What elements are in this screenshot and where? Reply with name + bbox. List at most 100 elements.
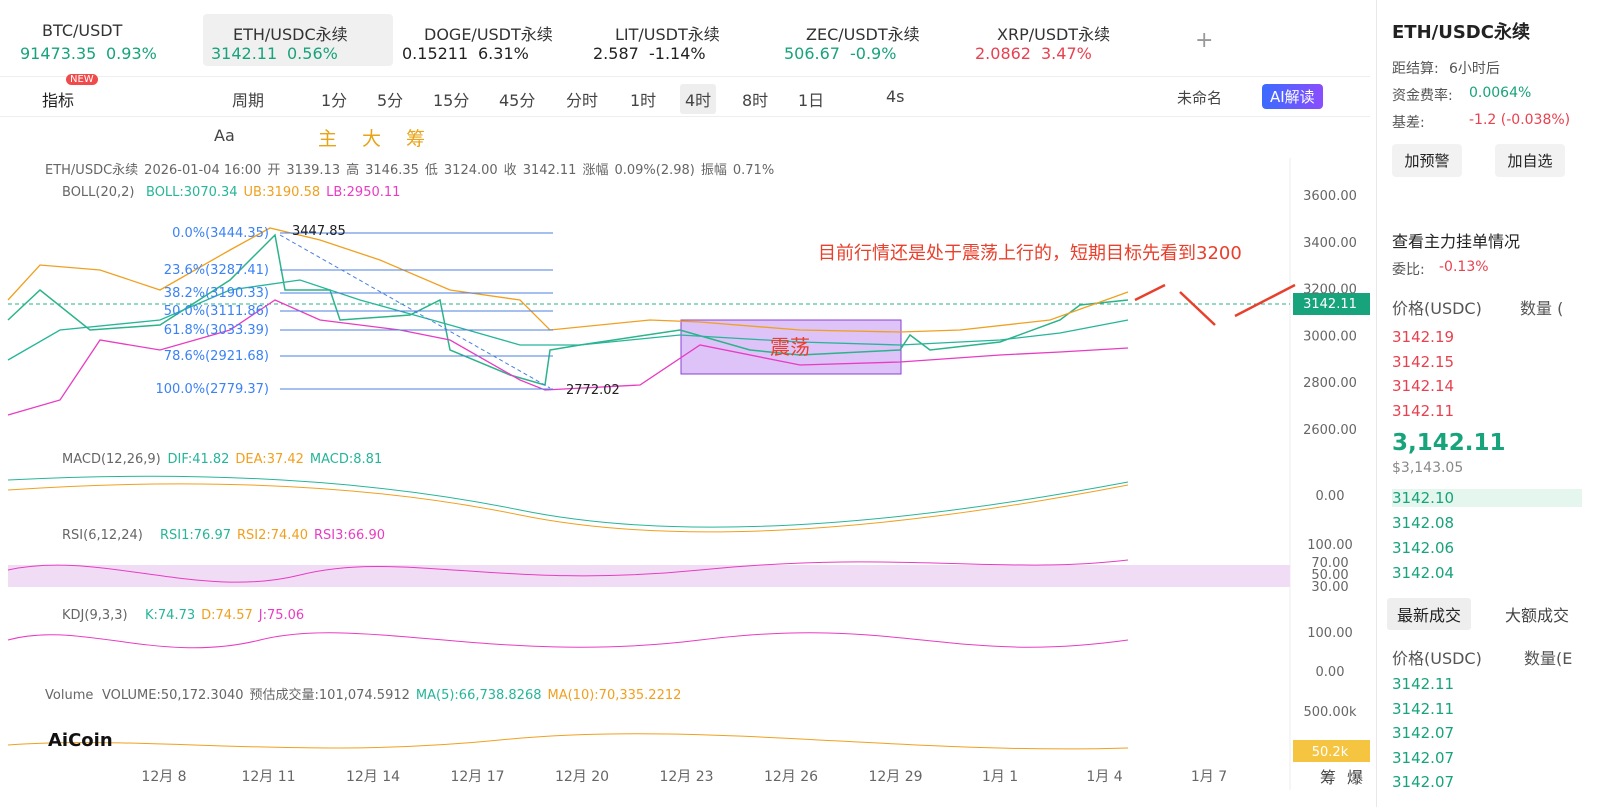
period-button[interactable]: 周期 — [232, 91, 265, 110]
tab-price: 91473.35 — [20, 44, 97, 63]
rsi-band — [8, 565, 1290, 587]
macd-value: MACD:8.81 — [310, 452, 382, 467]
tab-change: 6.31% — [478, 44, 529, 63]
kdj-value: J:75.06 — [258, 608, 304, 623]
panel-button[interactable]: 加自选 — [1495, 144, 1565, 177]
volume-value: MA(10):70,335.2212 — [548, 688, 682, 703]
boll-upper — [7, 227, 1129, 333]
fib-label: 38.2%(3190.33) — [164, 286, 269, 301]
legend: 开 — [267, 163, 280, 178]
text-tool[interactable]: Aa — [214, 126, 235, 145]
refresh-rate[interactable]: 4s — [886, 87, 905, 106]
interval-button[interactable]: 1日 — [798, 91, 825, 110]
interval-button[interactable]: 1时 — [630, 91, 657, 110]
boll-mid — [7, 279, 1129, 361]
logo: AiCoin — [48, 730, 113, 751]
interval-button[interactable]: 4时 — [680, 84, 717, 114]
ratio-value: -0.13% — [1439, 259, 1489, 275]
annotation: 目前行情还是处于震荡上行的，短期目标先看到3200 — [818, 243, 1242, 264]
drawing-toolbar: Aa 主 大 筹 — [0, 118, 1370, 156]
big-tool[interactable]: 大 — [362, 128, 382, 150]
legend: 高 — [346, 162, 359, 178]
book-header: 数量 ( — [1520, 299, 1564, 318]
date-tick: 12月 11 — [241, 769, 295, 785]
kdj-tick: 0.00 — [1316, 665, 1345, 680]
rsi-tick: 70.00 — [1311, 556, 1348, 571]
tab[interactable]: LIT/USDT永续 2.587 -1.14% — [585, 14, 775, 66]
rsi-value: RSI1:76.97 — [160, 528, 231, 543]
chips-tool[interactable]: 筹 — [406, 128, 426, 150]
date-tick: 12月 14 — [346, 769, 400, 785]
tab[interactable]: ETH/USDC永续 3142.11 0.56% — [203, 14, 393, 66]
toolbar: 指标 NEW 周期 4s 未命名 AI解读 1分 5分 15分 45分 分时 1时 4时 8时… — [0, 74, 1370, 117]
tab-change: 3.47% — [1041, 44, 1092, 63]
kdj-tick: 100.00 — [1307, 626, 1353, 641]
bid-price: 3142.10 — [1392, 489, 1582, 507]
date-tick: 1月 1 — [982, 769, 1018, 785]
tab[interactable]: DOGE/USDT永续 0.15211 6.31% — [394, 14, 584, 66]
legend: 0.09%(2.98) — [614, 163, 694, 178]
tab[interactable]: BTC/USDT 91473.35 0.93% — [12, 14, 202, 66]
price-tag — [1293, 293, 1370, 315]
tab-change: 0.93% — [106, 44, 157, 63]
date-tick: 12月 8 — [141, 769, 186, 785]
interval-button[interactable]: 45分 — [499, 91, 536, 110]
boll-value: UB:3190.58 — [244, 185, 321, 200]
interval-button[interactable]: 1分 — [321, 91, 348, 110]
interval-button[interactable]: 8时 — [742, 91, 769, 110]
side-panel: ETH/USDC永续 距结算: 6小时后 资金费率: 0.0064% 基差: -1.2 (-… — [1376, 0, 1597, 807]
add-tab[interactable]: + — [1195, 28, 1214, 53]
chart: ETH/USDC永续 2026-01-04 16:00 开 3139.13 高 3146.… — [7, 158, 1370, 790]
trade-price: 3142.07 — [1392, 748, 1455, 767]
boll-name: BOLL(20,2) — [62, 185, 135, 200]
price-tick: 3600.00 — [1303, 189, 1357, 204]
legend: 3124.00 — [444, 163, 498, 178]
legend: 3139.13 — [286, 163, 340, 178]
date-tick: 1月 7 — [1191, 769, 1227, 785]
tab-change: -1.14% — [649, 44, 706, 63]
legend: 0.71% — [733, 163, 774, 178]
boll-value: LB:2950.11 — [326, 185, 400, 200]
price-tick: 2600.00 — [1303, 423, 1357, 438]
fib-label: 100.0%(2779.37) — [156, 382, 269, 397]
boll-value: BOLL:3070.34 — [146, 185, 238, 200]
legend: 3146.35 — [365, 163, 419, 178]
tab-pair: DOGE/USDT永续 — [424, 25, 553, 44]
price-tick: 3400.00 — [1303, 236, 1357, 251]
layout-name[interactable]: 未命名 — [1177, 89, 1223, 107]
depth-link[interactable]: 查看主力挂单情况 — [1392, 232, 1521, 251]
interval-button[interactable]: 15分 — [433, 91, 470, 110]
main-tool[interactable]: 主 — [318, 128, 338, 150]
interval-button[interactable]: 分时 — [566, 91, 599, 110]
tab[interactable]: ZEC/USDT永续 506.67 -0.9% — [776, 14, 966, 66]
trade-price: 3142.11 — [1392, 675, 1455, 693]
panel-button[interactable]: 加预警 — [1392, 144, 1462, 177]
macd-dea — [7, 483, 1129, 533]
trade-tab[interactable]: 最新成交 — [1387, 598, 1472, 630]
corner-button: 筹 — [1320, 768, 1336, 787]
kdj-value: D:74.57 — [201, 608, 253, 623]
interval-button[interactable]: 5分 — [377, 91, 404, 110]
low-marker: 2772.02 — [566, 383, 620, 398]
indicator-button[interactable]: 指标 — [42, 91, 75, 110]
volume-tag — [1293, 740, 1370, 762]
price-tick: 3200.00 — [1303, 283, 1357, 298]
tab[interactable]: XRP/USDT永续 2.0862 3.47% — [967, 14, 1157, 66]
legend: 振幅 — [701, 163, 727, 178]
fib-label: 23.6%(3287.41) — [164, 263, 269, 278]
ai-button[interactable]: AI解读 — [1262, 84, 1323, 109]
macd-name: MACD(12,26,9) — [62, 452, 161, 467]
kdj-value: K:74.73 — [145, 608, 195, 623]
fib-label: 0.0%(3444.35) — [172, 226, 269, 241]
info-label: 资金费率: — [1392, 88, 1453, 104]
legend: ETH/USDC永续 — [45, 163, 138, 178]
tab-pair: XRP/USDT永续 — [997, 25, 1111, 44]
volume-value: 预估成交量:101,074.5912 — [250, 687, 410, 703]
macd-dif — [7, 475, 1129, 528]
date-tick: 12月 17 — [450, 769, 504, 785]
kdj-line — [7, 632, 1129, 649]
trade-tab[interactable]: 大额成交 — [1505, 606, 1570, 625]
fib-label: 78.6%(2921.68) — [164, 349, 269, 364]
volume-current: 50.2k — [1312, 745, 1349, 760]
